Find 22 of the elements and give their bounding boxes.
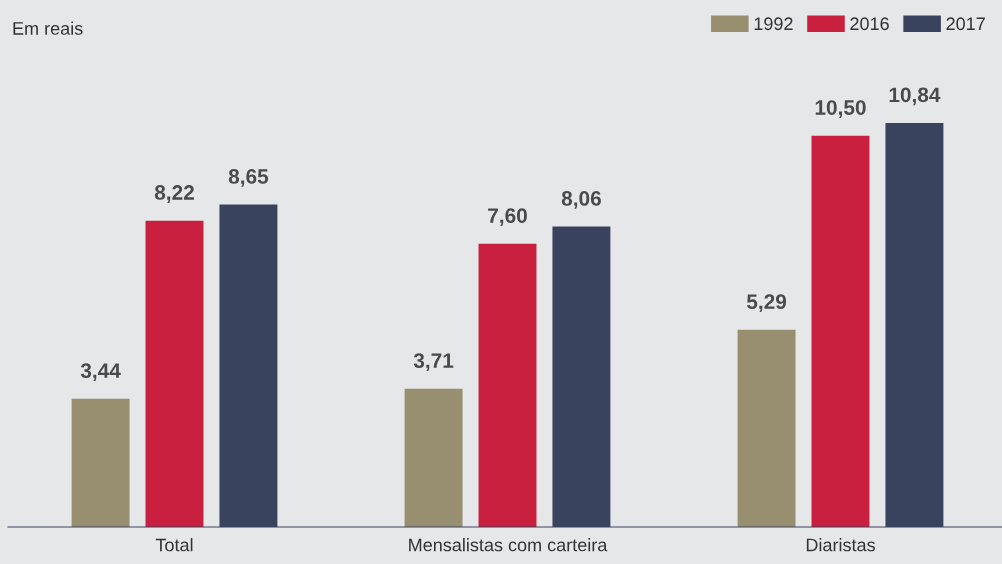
bar	[737, 329, 796, 527]
data-label: 10,84	[889, 87, 941, 106]
legend-label: 1992	[754, 17, 793, 31]
bar	[478, 243, 537, 527]
legend-label: 2016	[850, 17, 889, 31]
x-tick-label: Diaristas	[806, 538, 875, 552]
bar	[145, 220, 204, 527]
data-label: 7,60	[488, 208, 527, 226]
text: Em reais	[13, 21, 83, 35]
x-tick-label: Mensalistas com carteira	[409, 538, 608, 552]
data-label: 10,50	[815, 100, 866, 118]
bar	[811, 135, 870, 527]
bar	[404, 388, 463, 527]
legend-label: 2017	[946, 17, 985, 31]
data-label: 3,71	[413, 353, 454, 371]
data-label: 8,22	[154, 185, 194, 203]
bar	[71, 398, 130, 527]
data-label: 8,65	[228, 169, 269, 187]
data-label: 8,06	[561, 191, 601, 209]
data-label: 3,44	[80, 363, 121, 382]
x-tick-label: Total	[155, 538, 193, 552]
data-label: 5,29	[746, 294, 787, 313]
